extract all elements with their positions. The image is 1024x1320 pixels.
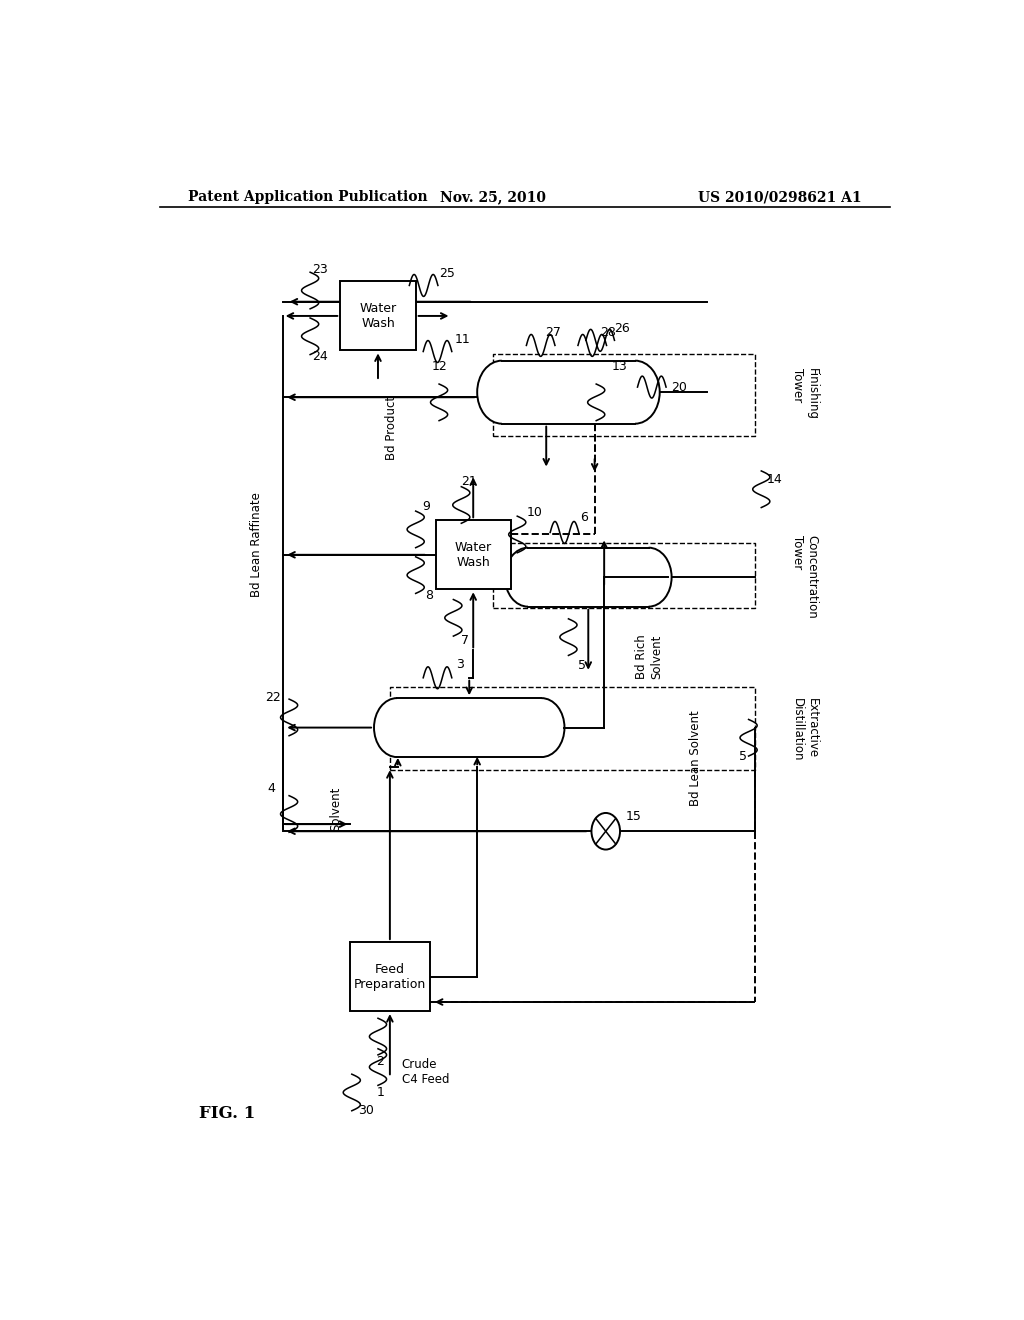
- Text: Patent Application Publication: Patent Application Publication: [187, 190, 427, 205]
- Text: Extractive
Distillation: Extractive Distillation: [791, 698, 818, 762]
- Text: 21: 21: [462, 475, 477, 488]
- Text: Nov. 25, 2010: Nov. 25, 2010: [440, 190, 546, 205]
- Text: Concentration
Tower: Concentration Tower: [791, 536, 818, 619]
- Text: 20: 20: [672, 380, 687, 393]
- FancyBboxPatch shape: [435, 520, 511, 589]
- Text: Bd Rich
Solvent: Bd Rich Solvent: [636, 634, 664, 678]
- FancyBboxPatch shape: [340, 281, 416, 351]
- Ellipse shape: [626, 548, 672, 607]
- Text: 30: 30: [358, 1105, 374, 1117]
- Text: 5: 5: [578, 659, 586, 672]
- Text: 25: 25: [439, 267, 456, 280]
- Text: Bd Lean Solvent: Bd Lean Solvent: [689, 710, 701, 807]
- Text: 10: 10: [526, 506, 543, 519]
- Text: 24: 24: [312, 350, 329, 363]
- Text: 7: 7: [461, 634, 469, 647]
- Ellipse shape: [505, 548, 551, 607]
- Text: 5: 5: [739, 750, 748, 763]
- FancyBboxPatch shape: [397, 698, 542, 758]
- Text: 6: 6: [581, 511, 588, 524]
- Text: 1: 1: [377, 1086, 384, 1100]
- Text: Finishing
Tower: Finishing Tower: [791, 368, 818, 420]
- Text: 9: 9: [422, 499, 430, 512]
- Text: 14: 14: [767, 473, 782, 486]
- FancyBboxPatch shape: [528, 548, 648, 607]
- Text: 2: 2: [377, 1056, 384, 1068]
- Text: 23: 23: [312, 263, 329, 276]
- Text: 15: 15: [626, 809, 641, 822]
- Ellipse shape: [610, 360, 659, 424]
- Text: Feed
Preparation: Feed Preparation: [353, 962, 426, 990]
- Ellipse shape: [477, 360, 526, 424]
- Text: Water
Wash: Water Wash: [359, 302, 396, 330]
- Ellipse shape: [518, 698, 564, 758]
- Text: 11: 11: [455, 333, 471, 346]
- Text: Bd Product: Bd Product: [385, 396, 398, 459]
- Text: 4: 4: [267, 781, 275, 795]
- Text: 8: 8: [425, 589, 433, 602]
- Text: 3: 3: [456, 659, 464, 671]
- Text: 28: 28: [600, 326, 616, 339]
- Text: Bd Lean Raffinate: Bd Lean Raffinate: [250, 492, 263, 597]
- Text: 27: 27: [545, 326, 560, 339]
- Text: FIG. 1: FIG. 1: [200, 1105, 256, 1122]
- Text: Water
Wash: Water Wash: [455, 541, 492, 569]
- Ellipse shape: [374, 698, 420, 758]
- Text: 22: 22: [265, 690, 282, 704]
- Text: 12: 12: [431, 360, 446, 374]
- Circle shape: [592, 813, 621, 850]
- FancyBboxPatch shape: [502, 360, 635, 424]
- Text: Crude
C4 Feed: Crude C4 Feed: [401, 1059, 450, 1086]
- FancyBboxPatch shape: [350, 942, 430, 1011]
- Text: Solvent: Solvent: [330, 787, 342, 832]
- Text: 26: 26: [614, 322, 631, 335]
- Text: 13: 13: [612, 360, 628, 374]
- Text: US 2010/0298621 A1: US 2010/0298621 A1: [698, 190, 862, 205]
